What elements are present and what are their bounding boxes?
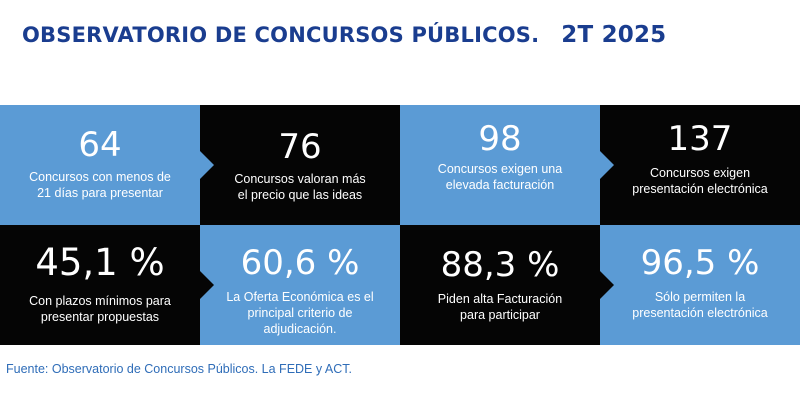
- stat-description-line: adjudicación.: [263, 322, 337, 336]
- stat-value: 64: [78, 125, 122, 165]
- stat-description: Piden alta Facturación para participar: [410, 291, 590, 323]
- stat-value: 76: [278, 127, 322, 167]
- stat-description: Con plazos mínimos para presentar propue…: [10, 293, 190, 325]
- chevron-right-icon: [200, 271, 214, 299]
- stat-card-5: 45,1 % Con plazos mínimos para presentar…: [0, 225, 200, 345]
- stat-description-line: Concursos exigen: [649, 166, 751, 180]
- stat-description-line: Con plazos mínimos para: [29, 294, 171, 308]
- stat-description-line: Concursos exigen una: [437, 162, 563, 176]
- stat-description: Concursos exigen presentación electrónic…: [610, 165, 790, 197]
- chevron-right-icon: [600, 151, 614, 179]
- stat-description-line: para participar: [460, 308, 540, 322]
- stat-card-2: 76 Concursos valoran más el precio que l…: [200, 105, 400, 225]
- stat-card-1: 64 Concursos con menos de 21 días para p…: [0, 105, 200, 225]
- page-title: OBSERVATORIO DE CONCURSOS PÚBLICOS. 2T 20…: [22, 22, 666, 48]
- chevron-right-icon: [600, 271, 614, 299]
- stat-description: Sólo permiten la presentación electrónic…: [610, 289, 790, 321]
- stat-description-line: Concursos con menos de: [29, 170, 171, 184]
- stat-description-line: el precio que las ideas: [237, 188, 363, 202]
- stat-value: 137: [667, 119, 733, 159]
- stat-description-line: principal criterio de: [247, 306, 353, 320]
- stat-description-line: 21 días para presentar: [37, 186, 163, 200]
- stat-card-8: 96,5 % Sólo permiten la presentación ele…: [600, 225, 800, 345]
- stat-value: 96,5 %: [640, 243, 760, 283]
- stat-description-line: presentación electrónica: [632, 182, 768, 196]
- source-note: Fuente: Observatorio de Concursos Públic…: [6, 362, 352, 376]
- title-text: OBSERVATORIO DE CONCURSOS PÚBLICOS.: [22, 23, 540, 47]
- stat-value: 60,6 %: [240, 243, 360, 283]
- stat-card-6: 60,6 % La Oferta Económica es el princip…: [200, 225, 400, 345]
- stat-description: Concursos con menos de 21 días para pres…: [10, 169, 190, 201]
- stat-description: Concursos exigen una elevada facturación: [410, 161, 590, 193]
- stat-card-7: 88,3 % Piden alta Facturación para parti…: [400, 225, 600, 345]
- stat-description-line: elevada facturación: [445, 178, 555, 192]
- stat-card-3: 98 Concursos exigen una elevada facturac…: [400, 105, 600, 225]
- title-period: 2T 2025: [561, 22, 667, 48]
- stat-value: 45,1 %: [35, 241, 165, 284]
- stats-grid: 64 Concursos con menos de 21 días para p…: [0, 105, 800, 345]
- stat-description: La Oferta Económica es el principal crit…: [210, 289, 390, 337]
- stat-description-line: Piden alta Facturación: [437, 292, 563, 306]
- stat-value: 98: [478, 119, 522, 159]
- stat-description-line: Sólo permiten la: [654, 290, 746, 304]
- stat-description-line: presentación electrónica: [632, 306, 768, 320]
- stat-description-line: La Oferta Económica es el: [226, 290, 374, 304]
- chevron-right-icon: [200, 151, 214, 179]
- stat-value: 88,3 %: [440, 245, 560, 285]
- stat-description-line: presentar propuestas: [40, 310, 160, 324]
- stat-description: Concursos valoran más el precio que las …: [210, 171, 390, 203]
- stat-description-line: Concursos valoran más: [234, 172, 366, 186]
- stat-card-4: 137 Concursos exigen presentación electr…: [600, 105, 800, 225]
